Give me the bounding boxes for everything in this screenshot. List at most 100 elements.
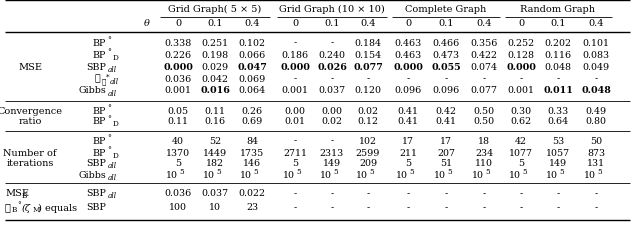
Text: Complete Graph: Complete Graph <box>405 5 486 14</box>
Text: D: D <box>113 120 118 128</box>
Text: 149: 149 <box>549 160 567 169</box>
Text: 0.463: 0.463 <box>394 38 422 47</box>
Text: all: all <box>108 163 117 171</box>
Text: 40: 40 <box>172 136 184 145</box>
Text: 42: 42 <box>515 136 527 145</box>
Text: SBP: SBP <box>86 190 106 199</box>
Text: SBP: SBP <box>86 160 106 169</box>
Text: 10: 10 <box>356 171 368 180</box>
Text: 5: 5 <box>409 169 413 177</box>
Text: 0.077: 0.077 <box>353 63 383 71</box>
Text: 0.11: 0.11 <box>168 117 189 126</box>
Text: Convergence: Convergence <box>0 106 63 115</box>
Text: 0.01: 0.01 <box>285 117 305 126</box>
Text: 1370: 1370 <box>166 148 190 158</box>
Text: 0: 0 <box>405 19 411 27</box>
Text: 5: 5 <box>179 169 184 177</box>
Text: -: - <box>293 38 296 47</box>
Text: BP: BP <box>93 106 106 115</box>
Text: 131: 131 <box>587 160 605 169</box>
Text: (ζ: (ζ <box>22 203 31 213</box>
Text: *: * <box>106 74 109 82</box>
Text: 0.33: 0.33 <box>547 106 568 115</box>
Text: 5: 5 <box>405 160 411 169</box>
Text: 0.02: 0.02 <box>358 106 378 115</box>
Text: 0.036: 0.036 <box>164 74 191 84</box>
Text: 0.41: 0.41 <box>397 106 419 115</box>
Text: 0.02: 0.02 <box>321 117 342 126</box>
Text: -: - <box>483 74 486 84</box>
Text: all: all <box>108 193 117 201</box>
Text: Grid Graph (10 × 10): Grid Graph (10 × 10) <box>279 4 385 14</box>
Text: 0.4: 0.4 <box>588 19 604 27</box>
Text: 0.422: 0.422 <box>470 51 497 60</box>
Text: °: ° <box>107 104 111 112</box>
Text: 0.00: 0.00 <box>285 106 305 115</box>
Text: 5: 5 <box>485 169 490 177</box>
Text: °: ° <box>107 36 111 44</box>
Text: 10: 10 <box>320 171 332 180</box>
Text: -: - <box>520 74 523 84</box>
Text: 10: 10 <box>584 171 596 180</box>
Text: -: - <box>366 74 370 84</box>
Text: 0.198: 0.198 <box>202 51 228 60</box>
Text: -: - <box>595 190 598 199</box>
Text: BP: BP <box>93 136 106 145</box>
Text: -: - <box>330 190 333 199</box>
Text: MSE: MSE <box>18 63 42 71</box>
Text: 0.49: 0.49 <box>586 106 607 115</box>
Text: B: B <box>22 193 28 201</box>
Text: ℱ: ℱ <box>95 74 100 84</box>
Text: B: B <box>12 207 17 215</box>
Text: -: - <box>330 136 333 145</box>
Text: 0.1: 0.1 <box>550 19 566 27</box>
Text: 5: 5 <box>175 160 181 169</box>
Text: 0.026: 0.026 <box>317 63 347 71</box>
Text: 0.4: 0.4 <box>360 19 376 27</box>
Text: BP: BP <box>93 148 106 158</box>
Text: -: - <box>330 38 333 47</box>
Text: 149: 149 <box>323 160 341 169</box>
Text: 1449: 1449 <box>203 148 227 158</box>
Text: 0: 0 <box>518 19 524 27</box>
Text: 0.042: 0.042 <box>202 74 228 84</box>
Text: 2711: 2711 <box>283 148 307 158</box>
Text: 5: 5 <box>559 169 564 177</box>
Text: 0.186: 0.186 <box>282 51 308 60</box>
Text: 0.62: 0.62 <box>511 117 532 126</box>
Text: 5: 5 <box>333 169 338 177</box>
Text: 0.1: 0.1 <box>207 19 223 27</box>
Text: ) equals: ) equals <box>38 203 77 213</box>
Text: 0.037: 0.037 <box>319 87 346 95</box>
Text: -: - <box>366 190 370 199</box>
Text: -: - <box>293 204 296 213</box>
Text: 0.154: 0.154 <box>355 51 381 60</box>
Text: -: - <box>595 74 598 84</box>
Text: -: - <box>406 74 410 84</box>
Text: Number of: Number of <box>3 148 57 158</box>
Text: 0.463: 0.463 <box>394 51 422 60</box>
Text: D: D <box>113 54 118 62</box>
Text: °: ° <box>107 115 111 123</box>
Text: °: ° <box>107 147 111 155</box>
Text: 0.1: 0.1 <box>438 19 454 27</box>
Text: 51: 51 <box>440 160 452 169</box>
Text: 0.069: 0.069 <box>238 74 266 84</box>
Text: 207: 207 <box>437 148 455 158</box>
Text: 0.037: 0.037 <box>202 190 228 199</box>
Text: 0.102: 0.102 <box>239 38 266 47</box>
Text: 5: 5 <box>597 169 602 177</box>
Text: Gibbs: Gibbs <box>78 87 106 95</box>
Text: 0.022: 0.022 <box>239 190 266 199</box>
Text: 0.184: 0.184 <box>355 38 381 47</box>
Text: 50: 50 <box>590 136 602 145</box>
Text: ℱ: ℱ <box>5 204 11 213</box>
Text: 0.4: 0.4 <box>244 19 260 27</box>
Text: D: D <box>113 152 118 160</box>
Text: 0.011: 0.011 <box>543 87 573 95</box>
Text: 873: 873 <box>587 148 605 158</box>
Text: 10: 10 <box>209 204 221 213</box>
Text: 10: 10 <box>396 171 408 180</box>
Text: 0.338: 0.338 <box>164 38 191 47</box>
Text: Gibbs: Gibbs <box>78 171 106 180</box>
